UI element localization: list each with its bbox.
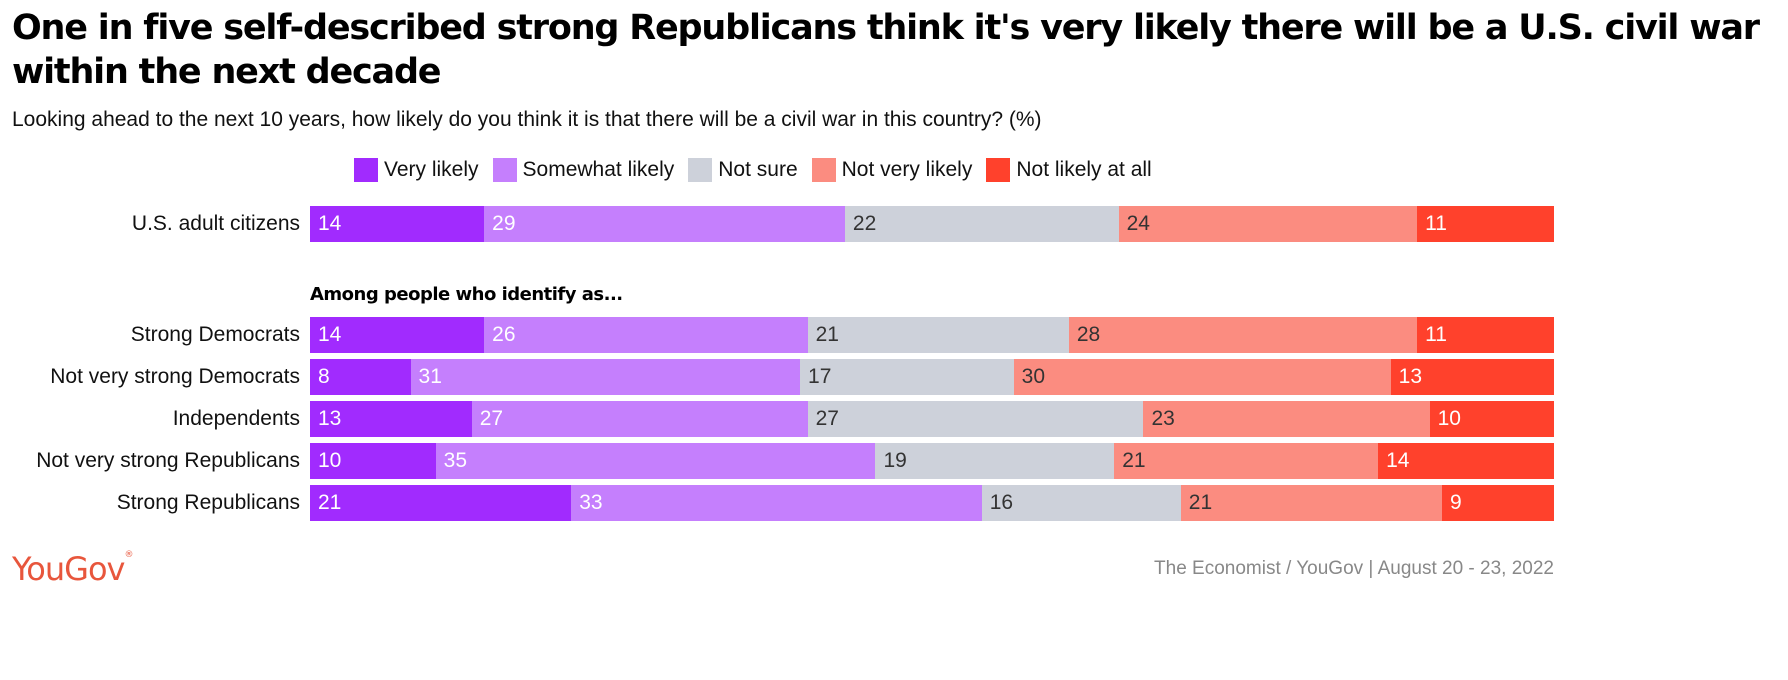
registered-mark: ® <box>124 550 133 560</box>
data-label: 10 <box>1437 407 1461 430</box>
logo-text: YouGov <box>12 550 125 588</box>
bar-segment <box>484 317 809 353</box>
bar-segment <box>807 317 1070 353</box>
row-label: Not very strong Democrats <box>50 365 300 388</box>
bar-segment <box>1068 317 1418 353</box>
data-label: 10 <box>318 449 342 472</box>
bar-segment <box>310 485 572 521</box>
bar-segment <box>844 206 1120 242</box>
legend-item: Not very likely <box>811 158 973 182</box>
bar-segment <box>310 443 437 479</box>
legend: Very likely Somewhat likely Not sure Not ve… <box>354 158 1166 182</box>
data-label: 16 <box>989 491 1014 514</box>
legend-swatch <box>811 158 836 182</box>
data-label: 9 <box>1450 491 1462 514</box>
legend-item: Somewhat likely <box>492 158 675 182</box>
bar-segment <box>875 443 1115 479</box>
legend-swatch <box>354 158 378 182</box>
data-label: 14 <box>1386 449 1410 472</box>
data-label: 8 <box>318 365 330 388</box>
data-label: 29 <box>492 212 516 235</box>
stacked-bar-chart: Among people who identify as... U.S. adu… <box>36 206 1555 521</box>
bar-segment <box>435 443 876 479</box>
bar-segment <box>310 359 412 395</box>
bar-segment <box>1390 359 1555 395</box>
row-label: Independents <box>172 407 300 430</box>
data-label: 35 <box>443 449 468 472</box>
legend-label: Not likely at all <box>1016 158 1152 181</box>
legend-item: Not sure <box>688 158 798 182</box>
bar-segment <box>571 485 983 521</box>
data-label: 22 <box>852 212 877 235</box>
data-label: 33 <box>579 491 603 514</box>
bar-segment <box>1143 401 1431 437</box>
legend-item: Very likely <box>354 158 479 182</box>
data-label: 27 <box>815 407 839 430</box>
data-label: 21 <box>1188 491 1213 514</box>
bar-segment <box>981 485 1182 521</box>
data-label: 27 <box>479 407 504 430</box>
legend-swatch <box>492 158 517 182</box>
legend-label: Somewhat likely <box>522 158 675 181</box>
data-label: 11 <box>1425 323 1447 346</box>
chart-subtitle: Looking ahead to the next 10 years, how … <box>12 108 1042 131</box>
legend-swatch <box>688 158 713 182</box>
row-label: Strong Republicans <box>116 491 300 514</box>
data-label: 28 <box>1076 323 1101 346</box>
bar-segment <box>1442 485 1555 521</box>
bar-segment <box>310 206 485 242</box>
bar-segment <box>1429 401 1555 437</box>
data-label: 11 <box>1425 212 1447 235</box>
data-label: 14 <box>318 212 342 235</box>
legend-item: Not likely at all <box>986 158 1152 182</box>
source-note: The Economist / YouGov | August 20 - 23,… <box>1154 558 1554 579</box>
chart-title: One in five self-described strong Republ… <box>12 8 1760 92</box>
data-label: 21 <box>1122 449 1146 472</box>
row-label: Not very strong Republicans <box>36 449 300 472</box>
bar-segment <box>484 206 846 242</box>
legend-swatch <box>986 158 1011 182</box>
data-label: 31 <box>418 365 442 388</box>
bar-segment <box>410 359 801 395</box>
data-label: 13 <box>318 407 342 430</box>
row-label: U.S. adult citizens <box>131 212 300 235</box>
data-label: 23 <box>1151 407 1175 430</box>
bar-segment <box>471 401 809 437</box>
bar-segment <box>800 359 1015 395</box>
data-label: 14 <box>318 323 342 346</box>
data-label: 17 <box>808 365 832 388</box>
bar-segment <box>1114 443 1379 479</box>
data-label: 19 <box>883 449 907 472</box>
data-label: 21 <box>815 323 839 346</box>
legend-label: Not sure <box>718 158 798 181</box>
group-heading: Among people who identify as... <box>310 284 623 305</box>
bar-segment <box>1417 206 1555 242</box>
legend-label: Very likely <box>384 158 479 181</box>
bar-segment <box>1417 317 1555 353</box>
bar-segment <box>1013 359 1392 395</box>
data-label: 21 <box>318 491 342 514</box>
row-label: Strong Democrats <box>130 323 300 346</box>
bar-segment <box>1180 485 1443 521</box>
yougov-logo: YouGov® <box>12 550 133 588</box>
legend-label: Not very likely <box>841 158 973 181</box>
bar-segment <box>807 401 1144 437</box>
data-label: 24 <box>1126 212 1150 235</box>
bar-segment <box>310 401 473 437</box>
bar-segment <box>1118 206 1418 242</box>
bar-segment <box>310 317 485 353</box>
data-label: 30 <box>1021 365 1046 388</box>
data-label: 13 <box>1398 365 1422 388</box>
data-label: 26 <box>492 323 516 346</box>
bar-segment <box>1378 443 1555 479</box>
